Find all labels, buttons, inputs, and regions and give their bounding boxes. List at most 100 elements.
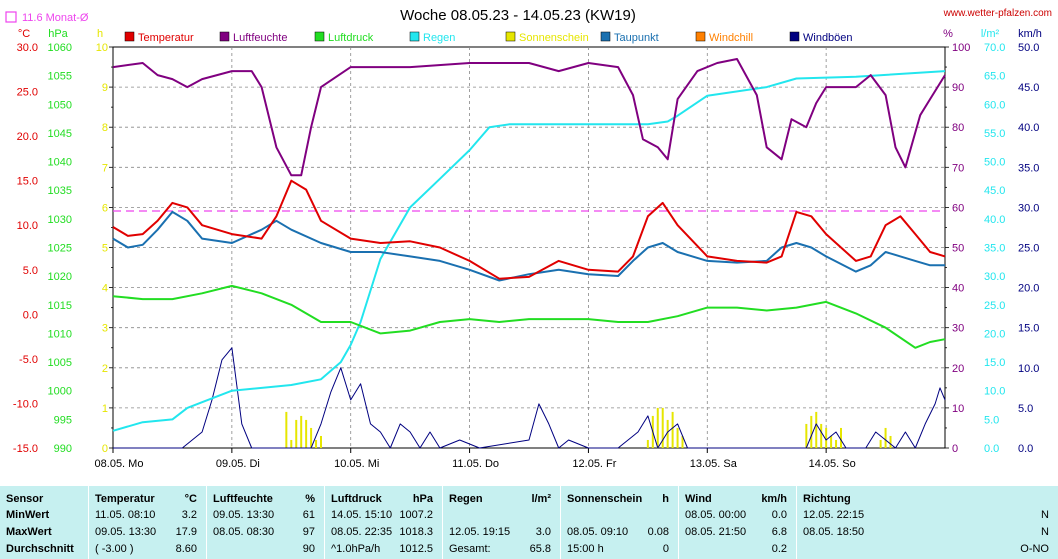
table-column: Luftdruck hPa 14.05. 15:10 1007.2 08.05. 22:… — [324, 486, 443, 559]
sunshine-bar — [646, 439, 649, 448]
axis-tick-pressure: 1005 — [48, 357, 72, 369]
axis-tick-rain: 15.0 — [984, 357, 1005, 369]
legend-swatch — [219, 31, 230, 42]
series-line-temperatur — [112, 179, 946, 280]
chart-background — [0, 0, 1058, 486]
table-cell: 08.05. 08:30 — [213, 526, 275, 538]
site-link[interactable]: www.wetter-pfalzen.com — [943, 8, 1052, 19]
axis-tick-sun: 5 — [102, 243, 108, 255]
table-cell-value: 0.08 — [647, 526, 669, 538]
legend-swatch — [789, 31, 800, 42]
monthly-avg-label: 11.6 Monat-Ø — [22, 12, 89, 24]
axis-tick-temp: -10.0 — [13, 398, 38, 410]
axis-tick-temp: 25.0 — [17, 87, 38, 99]
table-cell-value: 3.2 — [181, 509, 197, 521]
table-cell: ( -3.00 ) — [95, 543, 134, 555]
axis-tick-temp: -15.0 — [13, 443, 38, 455]
axis-tick-sun: 3 — [102, 323, 108, 335]
axis-tick-pressure: 1060 — [48, 42, 72, 54]
axis-tick-temp: 20.0 — [17, 131, 38, 143]
axis-tick-wind: 5.0 — [1018, 403, 1033, 415]
axis-tick-temp: 10.0 — [17, 220, 38, 232]
table-cell: 12.05. 22:15 — [803, 509, 865, 521]
table-column: Sensor MinWert MaxWert Durchschnitt — [0, 486, 88, 559]
sunshine-bar — [315, 439, 318, 448]
legend-swatch — [314, 31, 325, 42]
axis-unit-humidity: % — [943, 28, 953, 40]
table-column: Temperatur °C 11.05. 08:10 3.2 09.05. 13:30 1… — [88, 486, 207, 559]
table-cell-value: 8.60 — [175, 543, 197, 555]
table-header-unit: h — [662, 493, 669, 505]
axis-tick-wind: 40.0 — [1018, 122, 1039, 134]
sunshine-bar — [805, 423, 808, 448]
table-cell: 08.05. 22:35 — [331, 526, 393, 538]
table-cell: 08.05. 18:50 — [803, 526, 865, 538]
axis-tick-wind: 25.0 — [1018, 243, 1039, 255]
sunshine-bar — [889, 435, 892, 448]
series-line-windböen — [113, 347, 946, 449]
axis-tick-humidity: 70 — [952, 162, 964, 174]
axis-tick-rain: 55.0 — [984, 128, 1005, 140]
axis-tick-wind: 30.0 — [1018, 202, 1039, 214]
table-cell-value: 1018.3 — [399, 526, 433, 538]
axis-tick-pressure: 995 — [54, 414, 72, 426]
axis-tick-rain: 60.0 — [984, 99, 1005, 111]
axis-tick-sun: 1 — [102, 403, 108, 415]
table-cell-value: 3.0 — [535, 526, 551, 538]
legend-label: Luftfeuchte — [233, 32, 287, 44]
sunshine-bar — [820, 423, 823, 448]
axis-tick-temp: 30.0 — [17, 42, 38, 54]
sunshine-bar — [815, 411, 818, 448]
axis-tick-rain: 65.0 — [984, 71, 1005, 83]
axis-tick-rain: 20.0 — [984, 328, 1005, 340]
axis-tick-sun: 9 — [102, 82, 108, 94]
table-cell: Gesamt: — [449, 543, 491, 555]
x-tick-label: 10.05. Mi — [334, 458, 379, 470]
table-cell-value: 0.0 — [771, 509, 787, 521]
table-cell: 08.05. 00:00 — [685, 509, 747, 521]
legend-label: Luftdruck — [328, 32, 374, 44]
sunshine-bar — [656, 407, 659, 448]
axis-tick-wind: 20.0 — [1018, 283, 1039, 295]
axis-unit-pressure: hPa — [48, 28, 68, 40]
table-header: Richtung — [803, 493, 851, 505]
table-header: Luftfeuchte — [213, 493, 273, 505]
sunshine-bar — [676, 427, 679, 448]
sunshine-bar — [671, 411, 674, 448]
table-column: Wind km/h 08.05. 00:00 0.0 08.05. 21:50 6.8 0.… — [678, 486, 797, 559]
axis-tick-pressure: 990 — [54, 443, 72, 455]
axis-tick-pressure: 1025 — [48, 243, 72, 255]
legend-label: Windchill — [709, 32, 753, 44]
axis-tick-pressure: 1020 — [48, 271, 72, 283]
table-cell-value: 97 — [302, 526, 315, 538]
legend-swatch — [505, 31, 516, 42]
axis-tick-temp: 5.0 — [23, 265, 38, 277]
axis-tick-humidity: 0 — [952, 443, 958, 455]
axis-tick-pressure: 1035 — [48, 185, 72, 197]
sunshine-bar — [825, 427, 828, 448]
table-cell: ^1.0hPa/h — [331, 543, 381, 555]
table-cell-value: 0.2 — [771, 543, 787, 555]
axis-tick-sun: 4 — [102, 283, 108, 295]
axis-tick-wind: 10.0 — [1018, 363, 1039, 375]
x-tick-label: 11.05. Do — [452, 458, 499, 470]
weather-chart: Woche 08.05.23 - 14.05.23 (KW19) www.wet… — [0, 0, 1058, 486]
table-column: Sonnenschein h 08.05. 09:10 0.08 15:00 h 0 — [560, 486, 679, 559]
table-header: Sonnenschein — [567, 493, 643, 505]
table-row-label: MinWert — [6, 509, 50, 521]
axis-tick-sun: 10 — [96, 42, 108, 54]
axis-tick-pressure: 1045 — [48, 128, 72, 140]
sunshine-bar — [810, 415, 813, 448]
sunshine-bar — [830, 435, 833, 448]
axis-tick-humidity: 40 — [952, 283, 964, 295]
table-cell-value: 65.8 — [529, 543, 551, 555]
axis-unit-wind: km/h — [1018, 28, 1042, 40]
axis-tick-humidity: 90 — [952, 82, 964, 94]
axis-tick-rain: 10.0 — [984, 386, 1005, 398]
x-tick-label: 13.05. Sa — [690, 458, 738, 470]
table-column: Luftfeuchte% 09.05. 13:30 61 08.05. 08:30 97… — [206, 486, 325, 559]
table-cell: 15:00 h — [567, 543, 604, 555]
axis-tick-sun: 7 — [102, 162, 108, 174]
series-line-taupunkt — [112, 210, 945, 282]
x-tick-label: 12.05. Fr — [572, 458, 616, 470]
